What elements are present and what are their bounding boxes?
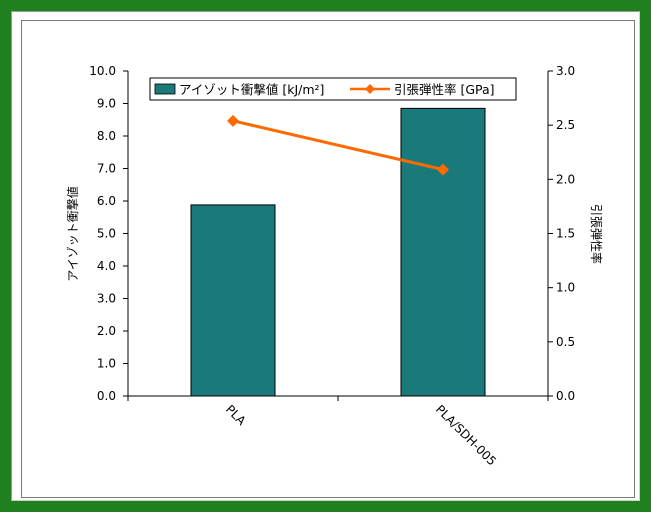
y2-tick-label: 2.5 — [556, 118, 575, 132]
y2-tick-label: 1.5 — [556, 227, 575, 241]
bar-pla-sdh-005 — [400, 107, 486, 397]
y2-tick-label: 1.0 — [556, 281, 575, 295]
y2-axis-title: 引張弾性率 — [589, 204, 604, 264]
y-tick-label: 2.0 — [97, 324, 116, 338]
y2-tick-label: 0.5 — [556, 335, 575, 349]
modulus-line — [232, 119, 444, 172]
y-tick-label: 0.0 — [97, 389, 116, 403]
legend-label-impact: アイゾット衝撃値 [kJ/m²] — [179, 82, 324, 97]
y2-tick-label: 3.0 — [556, 64, 575, 78]
y-tick-label: 7.0 — [97, 162, 116, 176]
legend-swatch-impact — [154, 83, 176, 95]
y2-tick-label: 2.0 — [556, 172, 575, 186]
x-tick-label: PLA — [223, 402, 249, 428]
legend-label-modulus: 引張弾性率 [GPa] — [394, 82, 495, 97]
plot-layer: 0.0 1.0 2.0 3.0 4.0 5.0 6.0 7.0 8.0 9.0 10.0 0.0 0.5… — [89, 64, 575, 468]
y-axis-title: アイゾット衝撃値 — [65, 186, 80, 281]
y-tick-label: 5.0 — [97, 227, 116, 241]
y-tick-label: 1.0 — [97, 357, 116, 371]
y-tick-label: 4.0 — [97, 259, 116, 273]
legend: アイゾット衝撃値 [kJ/m²] 引張弾性率 [GPa] — [149, 77, 517, 101]
modulus-point-pla-sdh-005 — [437, 163, 449, 176]
modulus-point-pla — [227, 114, 239, 127]
y2-tick-label: 0.0 — [556, 389, 575, 403]
y-tick-label: 8.0 — [97, 129, 116, 143]
y-tick-label: 9.0 — [97, 97, 116, 111]
legend-swatch-modulus-marker — [365, 84, 375, 94]
bar-pla — [190, 204, 276, 397]
inner-border — [11, 11, 640, 501]
y-tick-label: 3.0 — [97, 292, 116, 306]
legend-box — [149, 77, 517, 101]
y-tick-label: 10.0 — [89, 64, 116, 78]
x-tick-label: PLA/SDH-005 — [433, 402, 499, 468]
y-tick-label: 6.0 — [97, 194, 116, 208]
